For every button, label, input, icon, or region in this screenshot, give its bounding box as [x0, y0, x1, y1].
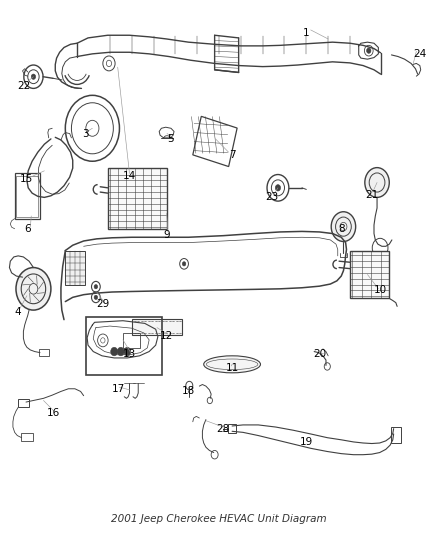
Circle shape	[16, 268, 51, 310]
Text: 1: 1	[303, 28, 310, 38]
Text: 6: 6	[25, 224, 31, 235]
Bar	[228, 424, 236, 433]
Text: 10: 10	[374, 286, 387, 295]
Text: 19: 19	[300, 437, 313, 447]
Text: 28: 28	[217, 424, 230, 434]
Bar	[18, 399, 29, 407]
Bar	[21, 433, 33, 441]
Text: 13: 13	[123, 349, 136, 359]
Text: 29: 29	[97, 298, 110, 309]
Text: 5: 5	[168, 134, 174, 144]
Circle shape	[367, 48, 371, 53]
Text: 7: 7	[229, 150, 235, 160]
Bar	[39, 350, 49, 356]
Circle shape	[182, 262, 186, 266]
Text: 2001 Jeep Cherokee HEVAC Unit Diagram: 2001 Jeep Cherokee HEVAC Unit Diagram	[111, 514, 327, 524]
Bar	[392, 427, 401, 443]
Circle shape	[276, 184, 281, 191]
Text: 8: 8	[338, 224, 345, 235]
Text: 11: 11	[226, 362, 239, 373]
Bar	[123, 334, 141, 349]
Bar	[350, 251, 389, 298]
Circle shape	[111, 348, 118, 356]
Bar	[65, 251, 85, 285]
Ellipse shape	[204, 356, 261, 373]
Bar	[14, 173, 40, 219]
Text: 16: 16	[46, 408, 60, 418]
Circle shape	[31, 74, 35, 79]
Text: 22: 22	[17, 81, 30, 91]
Text: 18: 18	[182, 386, 195, 397]
Bar	[86, 317, 162, 375]
Text: 23: 23	[265, 192, 278, 203]
Bar	[16, 175, 38, 216]
Text: 9: 9	[163, 230, 170, 240]
Circle shape	[94, 295, 98, 300]
Text: 12: 12	[160, 330, 173, 341]
Text: 4: 4	[14, 306, 21, 317]
Circle shape	[117, 348, 124, 356]
Bar	[108, 168, 166, 229]
Bar	[132, 319, 182, 335]
Circle shape	[331, 212, 356, 241]
Circle shape	[124, 348, 131, 356]
Circle shape	[365, 167, 389, 197]
Bar	[193, 116, 237, 166]
Text: 3: 3	[82, 128, 89, 139]
Text: 20: 20	[313, 349, 326, 359]
Text: 21: 21	[365, 190, 378, 200]
Text: 15: 15	[20, 174, 34, 184]
Circle shape	[94, 285, 98, 289]
Text: 14: 14	[123, 171, 136, 181]
Text: 17: 17	[112, 384, 125, 394]
Text: 24: 24	[413, 49, 427, 59]
